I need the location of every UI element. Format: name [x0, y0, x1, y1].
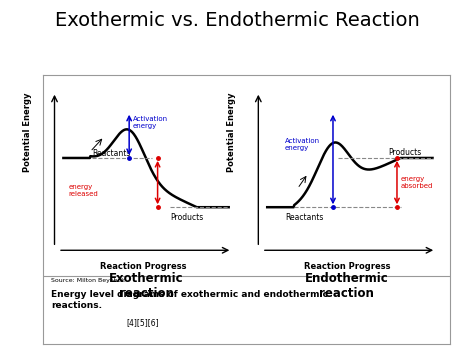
Text: Exothermic vs. Endothermic Reaction: Exothermic vs. Endothermic Reaction	[55, 11, 419, 30]
Text: Energy level diagrams of exothermic and endothermic
reactions.: Energy level diagrams of exothermic and …	[51, 290, 328, 310]
Text: Exothermic
reaction: Exothermic reaction	[109, 272, 184, 300]
Text: Endothermic
reaction: Endothermic reaction	[304, 272, 388, 300]
Text: Reaction Progress: Reaction Progress	[304, 262, 391, 271]
Text: Activation
energy: Activation energy	[285, 138, 320, 151]
Text: energy
absorbed: energy absorbed	[401, 176, 433, 189]
Text: Reaction Progress: Reaction Progress	[100, 262, 187, 271]
Text: Reactants: Reactants	[92, 149, 130, 158]
Text: Products: Products	[388, 148, 421, 157]
Text: Potential Energy: Potential Energy	[23, 93, 32, 172]
Text: Potential Energy: Potential Energy	[227, 93, 236, 172]
Text: Reactants: Reactants	[285, 213, 323, 222]
Text: Products: Products	[170, 213, 203, 222]
Text: Source: Milton Beychok: Source: Milton Beychok	[51, 278, 125, 283]
Text: energy
released: energy released	[69, 184, 99, 197]
Text: [4][5][6]: [4][5][6]	[126, 318, 159, 327]
Text: Activation
energy: Activation energy	[133, 116, 168, 129]
